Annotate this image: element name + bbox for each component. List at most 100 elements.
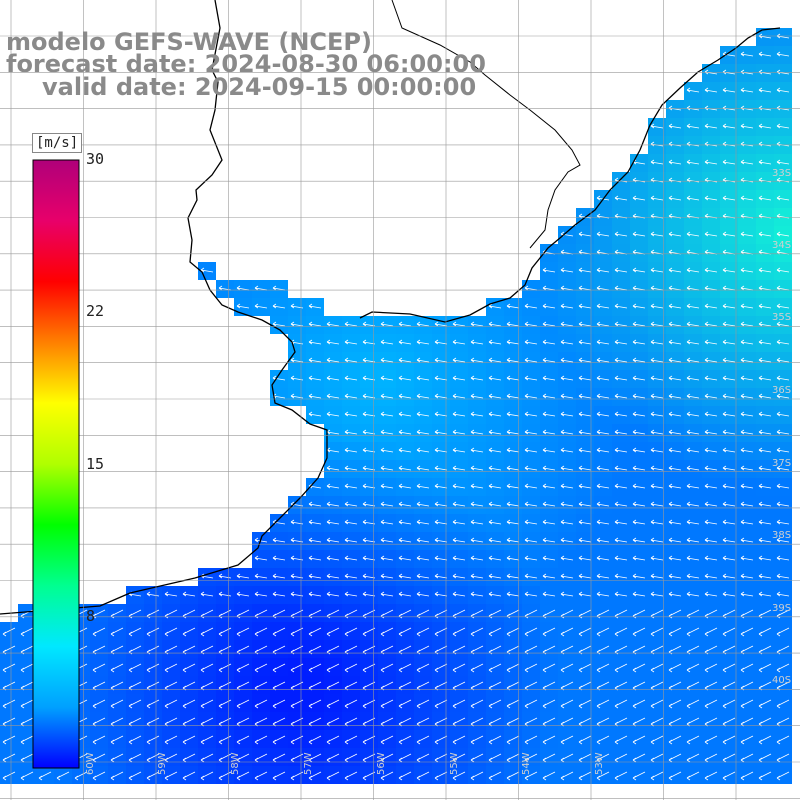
wind-arrow xyxy=(650,411,664,417)
wind-arrow xyxy=(272,699,286,709)
wind-arrow xyxy=(668,735,682,745)
wind-arrow xyxy=(308,411,322,417)
wind-arrow xyxy=(704,573,718,579)
wind-arrow xyxy=(740,393,754,399)
wind-arrow xyxy=(650,591,664,597)
wind-arrow xyxy=(722,663,736,673)
wind-arrow xyxy=(596,753,610,763)
wind-arrow xyxy=(722,339,736,345)
wind-arrow xyxy=(758,627,772,637)
wind-arrow xyxy=(650,735,664,745)
wind-arrow xyxy=(776,591,790,597)
wind-arrow xyxy=(596,573,610,579)
wind-arrow xyxy=(362,753,376,763)
wind-arrow xyxy=(704,735,718,745)
wind-arrow xyxy=(704,447,718,453)
wind-arrow xyxy=(308,555,322,561)
wind-arrow xyxy=(524,699,538,709)
wind-arrow xyxy=(506,555,520,561)
wind-arrow xyxy=(776,87,790,93)
wind-arrow xyxy=(416,357,430,363)
wind-arrow xyxy=(470,591,484,597)
wind-arrow xyxy=(560,537,574,543)
wind-arrow xyxy=(416,429,430,435)
wind-arrow xyxy=(506,465,520,471)
wind-arrow xyxy=(758,429,772,435)
wind-arrow xyxy=(776,393,790,399)
wind-arrow xyxy=(704,195,718,201)
wind-arrow xyxy=(578,465,592,471)
wind-arrow xyxy=(344,429,358,435)
wind-arrow xyxy=(776,411,790,417)
wind-arrow xyxy=(398,339,412,345)
wind-arrow xyxy=(362,357,376,363)
wind-arrow xyxy=(650,447,664,453)
wind-arrow xyxy=(596,303,610,309)
wind-arrow xyxy=(308,393,322,399)
wind-arrow xyxy=(632,393,646,399)
wind-arrow xyxy=(560,447,574,453)
wind-arrow xyxy=(20,771,34,781)
wind-arrow xyxy=(632,735,646,745)
wind-arrow xyxy=(434,753,448,763)
wind-arrow xyxy=(542,663,556,673)
wind-arrow xyxy=(326,393,340,399)
wind-arrow xyxy=(236,735,250,745)
wind-arrow xyxy=(236,591,250,597)
wind-arrow xyxy=(686,321,700,327)
wind-arrow xyxy=(578,663,592,673)
wind-arrow xyxy=(758,195,772,201)
wind-arrow xyxy=(722,735,736,745)
wind-arrow xyxy=(668,555,682,561)
wind-arrow xyxy=(326,537,340,543)
lon-label-54w: 54W xyxy=(521,752,532,775)
wind-arrow xyxy=(704,267,718,273)
wind-arrow xyxy=(110,699,124,709)
wind-arrow xyxy=(650,627,664,637)
wind-arrow xyxy=(524,573,538,579)
wind-arrow xyxy=(776,51,790,57)
wind-arrow xyxy=(704,231,718,237)
wind-arrow xyxy=(362,663,376,673)
wind-arrow xyxy=(272,555,286,561)
wind-arrow xyxy=(632,771,646,781)
wind-arrow xyxy=(722,393,736,399)
wind-arrow xyxy=(506,375,520,381)
wind-arrow xyxy=(272,735,286,745)
wind-arrow xyxy=(308,735,322,745)
wind-arrow xyxy=(470,321,484,327)
wind-arrow xyxy=(380,555,394,561)
wind-arrow xyxy=(398,573,412,579)
wind-arrow xyxy=(560,393,574,399)
wind-arrow xyxy=(614,663,628,673)
wind-arrow xyxy=(506,735,520,745)
wind-arrow xyxy=(596,555,610,561)
wind-arrow xyxy=(470,627,484,637)
wind-arrow xyxy=(650,771,664,781)
wind-arrow xyxy=(722,465,736,471)
wind-arrow xyxy=(146,753,160,763)
wind-arrow xyxy=(398,393,412,399)
wind-arrow xyxy=(398,375,412,381)
wind-arrow xyxy=(668,339,682,345)
wind-arrow xyxy=(650,537,664,543)
wind-arrow xyxy=(254,303,268,309)
wind-arrow xyxy=(452,393,466,399)
wind-arrow xyxy=(578,357,592,363)
wind-arrow xyxy=(272,285,286,291)
wind-arrow xyxy=(452,663,466,673)
wind-arrow xyxy=(344,555,358,561)
wind-arrow xyxy=(326,753,340,763)
wind-arrow xyxy=(578,339,592,345)
wind-arrow xyxy=(722,573,736,579)
wind-arrow xyxy=(776,753,790,763)
wind-arrow xyxy=(596,339,610,345)
wind-arrow xyxy=(722,159,736,165)
wind-arrow xyxy=(758,33,772,39)
wind-arrow xyxy=(740,195,754,201)
wind-arrow xyxy=(506,627,520,637)
wind-arrow xyxy=(776,123,790,129)
wind-arrow xyxy=(632,753,646,763)
